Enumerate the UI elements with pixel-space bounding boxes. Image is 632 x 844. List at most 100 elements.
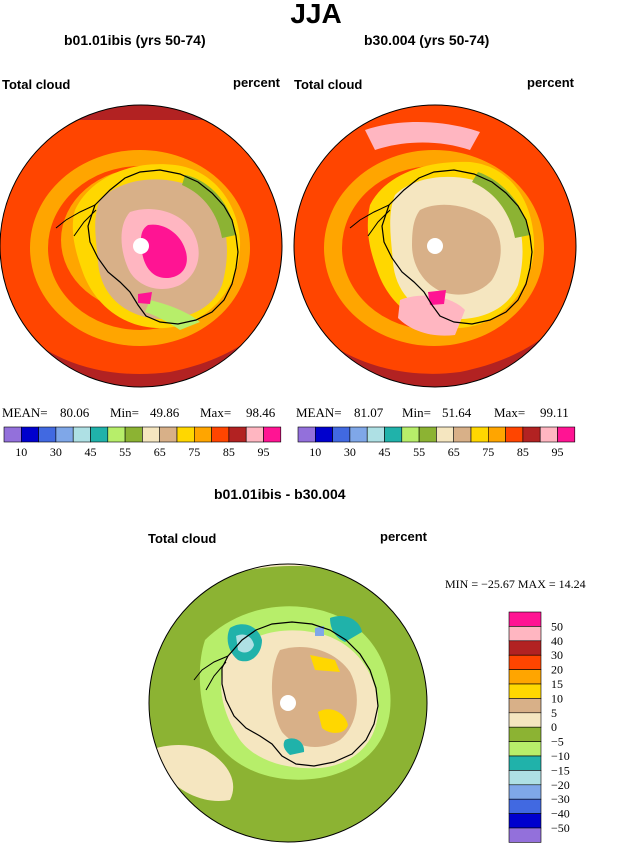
panel3-cream-lower-left <box>150 745 234 801</box>
colorbar-tick-label: 20 <box>551 663 563 677</box>
panel2-pink-top <box>365 121 480 150</box>
colorbar-box <box>384 426 403 443</box>
panel3-field-label: Total cloud <box>148 531 217 546</box>
panel2-pink-lower <box>398 295 465 336</box>
colorbar-tick-label: 50 <box>551 619 563 633</box>
colorbar-tick-label: 30 <box>551 648 563 662</box>
panel2-units-label: percent <box>527 75 574 90</box>
panel2-green-patch <box>472 172 530 238</box>
colorbar-box <box>508 683 542 699</box>
colorbar-box <box>20 426 39 443</box>
colorbar-tick-label: 0 <box>551 720 557 734</box>
colorbar-tick-label: 45 <box>379 445 391 459</box>
colorbar-box <box>401 426 420 443</box>
panel2-magenta-spot <box>428 290 446 305</box>
panel1-colorbar: 10 30 45 55 65 75 85 95 <box>3 426 282 459</box>
colorbar-tick-label: 55 <box>119 445 131 459</box>
panel1-case-title: b01.01ibis (yrs 50-74) <box>64 32 206 48</box>
panel1-mean-value: 80.06 <box>60 405 90 420</box>
colorbar-tick-label: 95 <box>552 445 564 459</box>
colorbar-tick-label: 40 <box>551 634 563 648</box>
panel2-tan-zone <box>412 204 501 295</box>
panel3-pole-marker <box>280 695 296 711</box>
panel2-map-border <box>293 104 577 388</box>
colorbar-tick-label: 75 <box>188 445 200 459</box>
colorbar-box <box>508 798 542 814</box>
panel3-yellow-b <box>318 709 348 733</box>
panel2-mean-value: 81.07 <box>354 405 384 420</box>
panel1-pole-marker <box>133 238 149 254</box>
colorbar-tick-label: 5 <box>551 706 557 720</box>
colorbar-box <box>245 426 264 443</box>
panel3-units-label: percent <box>380 529 427 544</box>
colorbar-box <box>366 426 385 443</box>
colorbar-tick-label: 65 <box>448 445 460 459</box>
panel3-yellow-a <box>310 655 340 672</box>
colorbar-box <box>38 426 57 443</box>
panel2-coastline <box>381 169 533 325</box>
colorbar-box <box>508 640 542 656</box>
panel2-case-title: b30.004 (yrs 50-74) <box>364 32 490 48</box>
panel3-blue-a <box>315 626 324 636</box>
colorbar-tick-label: 45 <box>85 445 97 459</box>
colorbar-box <box>55 426 74 443</box>
panel1-min-value: 49.86 <box>150 405 180 420</box>
colorbar-box <box>508 654 542 670</box>
colorbar-box <box>194 426 212 443</box>
colorbar-box <box>508 698 542 714</box>
colorbar-box <box>505 426 524 443</box>
diff-title: b01.01ibis - b30.004 <box>214 486 346 502</box>
panel3-peninsula <box>193 655 229 691</box>
panel2-max-label: Max= <box>494 405 526 420</box>
colorbar-box <box>508 669 542 685</box>
colorbar-box <box>508 611 542 627</box>
panel2-max-value: 99.11 <box>540 405 569 420</box>
panel1-field-label: Total cloud <box>2 77 71 92</box>
panel1-map-border <box>0 104 283 388</box>
panel3-coastline <box>221 621 379 767</box>
colorbar-box <box>508 712 542 728</box>
colorbar-tick-label: 10 <box>15 445 27 459</box>
colorbar-box <box>508 755 542 771</box>
colorbar-box <box>557 426 576 443</box>
colorbar-box <box>142 426 160 443</box>
colorbar-box <box>470 426 489 443</box>
colorbar-box <box>297 426 316 443</box>
panel3-map-border <box>148 563 428 843</box>
panel1-mean-label: MEAN= <box>2 405 48 420</box>
colorbar-box <box>508 626 542 642</box>
panel3-lightblue-a <box>236 634 254 653</box>
colorbar-box <box>263 426 282 443</box>
colorbar-tick-label: 10 <box>309 445 321 459</box>
colorbar-box <box>436 426 454 443</box>
colorbar-box <box>3 426 22 443</box>
colorbar-tick-label: 85 <box>517 445 529 459</box>
panel2-peninsula <box>349 204 391 237</box>
colorbar-tick-label: 85 <box>223 445 235 459</box>
colorbar-box <box>508 770 542 786</box>
colorbar-tick-label: −20 <box>551 778 570 792</box>
colorbar-box <box>90 426 109 443</box>
panel1-coastline <box>87 169 239 325</box>
colorbar-box <box>508 726 542 742</box>
colorbar-tick-label: 55 <box>413 445 425 459</box>
panel1-magenta-spot <box>138 292 152 304</box>
panel1-max-label: Max= <box>200 405 232 420</box>
panel2-mean-label: MEAN= <box>296 405 342 420</box>
panel1-max-value: 98.46 <box>246 405 276 420</box>
colorbar-box <box>487 426 506 443</box>
colorbar-box <box>508 813 542 829</box>
panel2-colorbar: 10 30 45 55 65 75 85 95 <box>297 426 576 459</box>
panel1-peninsula <box>55 204 97 237</box>
colorbar-box <box>453 426 472 443</box>
colorbar-tick-label: −10 <box>551 749 570 763</box>
colorbar-tick-label: −30 <box>551 792 570 806</box>
colorbar-box <box>72 426 91 443</box>
panel2-field-label: Total cloud <box>294 77 363 92</box>
colorbar-box <box>314 426 333 443</box>
figure-title: JJA <box>290 0 342 29</box>
panel1-magenta-zone <box>140 224 187 278</box>
colorbar-box <box>522 426 541 443</box>
